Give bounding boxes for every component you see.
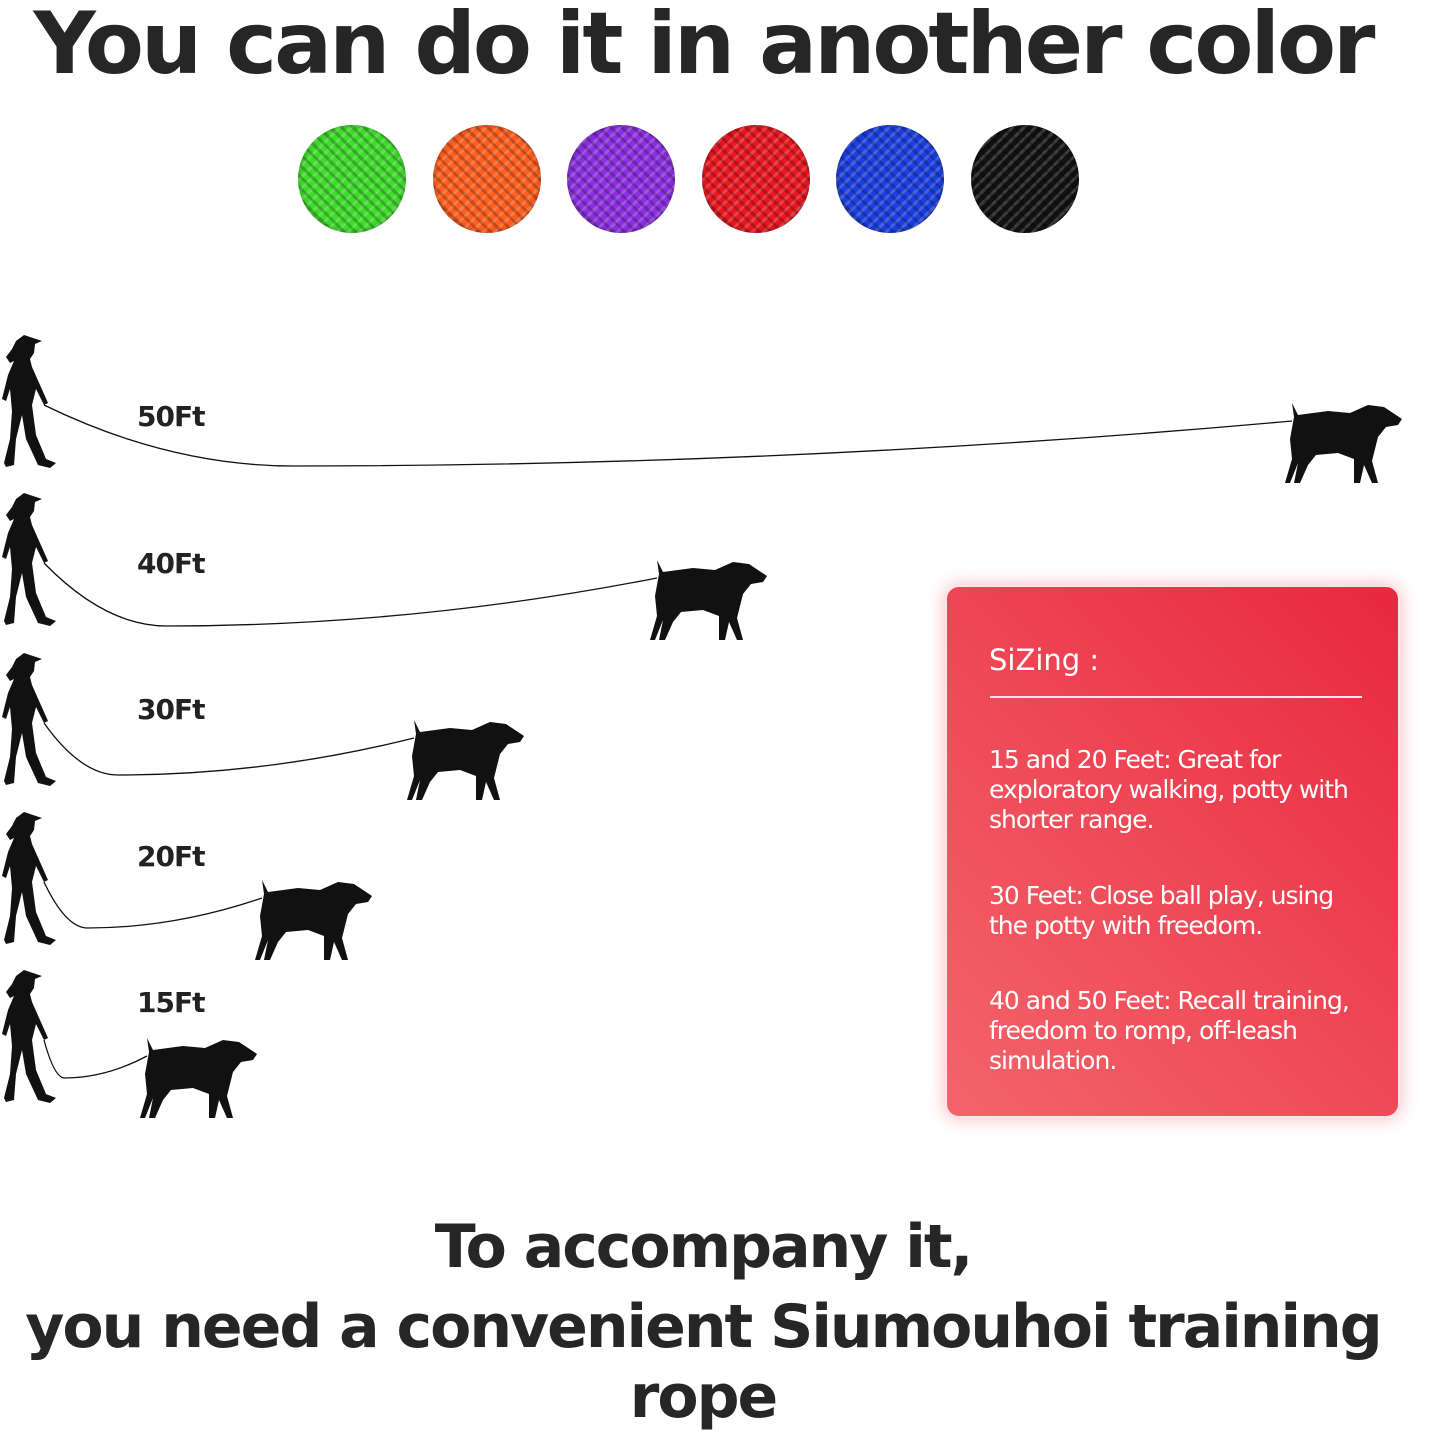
sizing-item-30: 30 Feet: Close ball play, using the pott…	[989, 881, 1334, 940]
leash-row	[2, 335, 1402, 483]
color-swatch-black[interactable]	[971, 125, 1079, 233]
leash-row	[2, 970, 257, 1118]
color-swatch-purple[interactable]	[567, 125, 675, 233]
sizing-item-40-50: 40 and 50 Feet: Recall training, freedom…	[989, 986, 1350, 1075]
walker-icon	[2, 493, 56, 626]
length-label-15: 15Ft	[137, 986, 205, 1019]
tagline-line-2: you need a convenient Siumouhoi training…	[25, 1292, 1382, 1432]
leash-line	[43, 722, 415, 776]
tagline-line-1: To accompany it,	[434, 1212, 974, 1282]
color-swatch-orange[interactable]	[433, 125, 541, 233]
dog-icon	[650, 560, 767, 640]
leash-line	[43, 881, 263, 929]
dog-icon	[407, 720, 524, 800]
dog-icon	[1285, 403, 1402, 483]
walker-icon	[2, 335, 56, 468]
walker-icon	[2, 970, 56, 1103]
walker-icon	[2, 653, 56, 786]
sizing-item-15-20: 15 and 20 Feet: Great for exploratory wa…	[989, 745, 1349, 834]
leash-length-illustration	[2, 335, 1402, 1118]
length-label-40: 40Ft	[137, 547, 205, 580]
divider	[990, 696, 1362, 698]
leash-line	[43, 1039, 148, 1079]
sizing-card: SiZing : 15 and 20 Feet: Great for explo…	[945, 585, 1400, 1118]
length-label-50: 50Ft	[137, 400, 205, 433]
dog-icon	[255, 880, 372, 960]
headline: You can do it in another color	[33, 0, 1376, 94]
dog-icon	[140, 1038, 257, 1118]
leash-line	[43, 562, 658, 627]
leash-line	[43, 404, 1293, 467]
color-swatch-green[interactable]	[298, 125, 406, 233]
color-swatch-red[interactable]	[702, 125, 810, 233]
sizing-heading: SiZing :	[989, 643, 1100, 677]
walker-icon	[2, 812, 56, 945]
leash-row	[2, 493, 767, 640]
leash-row	[2, 653, 524, 800]
length-label-20: 20Ft	[137, 840, 205, 873]
length-label-30: 30Ft	[137, 693, 205, 726]
leash-row	[2, 812, 372, 960]
color-swatch-blue[interactable]	[836, 125, 944, 233]
